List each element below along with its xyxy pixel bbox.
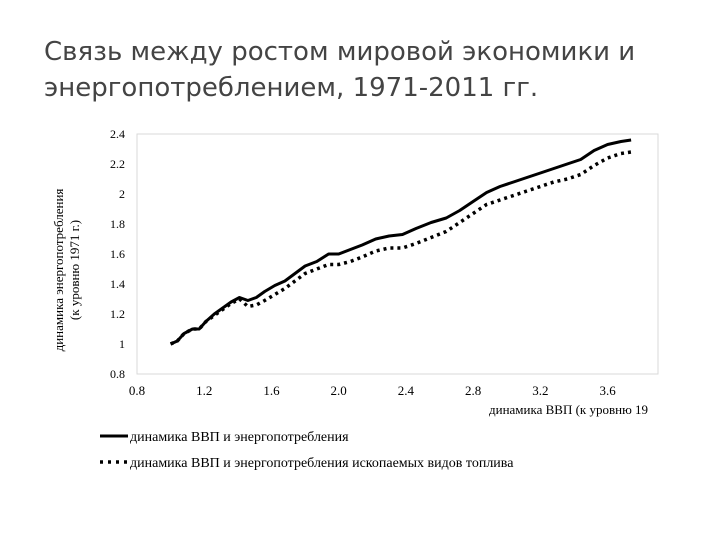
slide-title: Связь между ростом мировой экономики и э…	[44, 34, 684, 106]
y-tick-label: 1.6	[110, 247, 125, 261]
title-line-2: энергопотреблением, 1971-2011 гг.	[44, 73, 539, 103]
x-tick-label: 2.8	[465, 383, 481, 398]
y-tick-label: 0.8	[110, 367, 125, 381]
y-tick-label: 1.8	[110, 217, 125, 231]
y-axis-label-line-2: (к уровню 1971 г.)	[67, 220, 82, 320]
x-tick-label: 2.4	[398, 383, 415, 398]
plot-area-frame	[136, 133, 659, 375]
x-tick-label: 3.6	[599, 383, 616, 398]
series-lines	[169, 138, 632, 346]
series-line-2	[169, 150, 632, 346]
x-tick-label: 3.2	[532, 383, 548, 398]
y-axis-label-line-1: динамика энергопотребления	[51, 189, 66, 352]
series-line-1	[169, 138, 632, 346]
y-tick-label: 2.2	[110, 157, 125, 171]
y-tick-label: 2	[119, 187, 125, 201]
y-tick-label: 1.4	[110, 277, 125, 291]
x-tick-label: 2.0	[331, 383, 347, 398]
x-tick-label: 0.8	[129, 383, 145, 398]
legend: динамика ВВП и энергопотребления динамик…	[100, 430, 514, 471]
y-axis-ticks: 0.8 1 1.2 1.4 1.6 1.8 2 2.2 2.4	[110, 127, 125, 381]
x-axis-label: динамика ВВП (к уровню 19	[489, 402, 648, 417]
legend-label-solid: динамика ВВП и энергопотребления	[130, 430, 349, 445]
y-tick-label: 2.4	[110, 127, 125, 141]
x-axis-ticks: 0.8 1.2 1.6 2.0 2.4 2.8 3.2 3.6	[129, 383, 616, 398]
y-tick-label: 1	[119, 337, 125, 351]
legend-label-dotted: динамика ВВП и энергопотребления ископае…	[130, 456, 514, 471]
title-line-1: Связь между ростом мировой экономики и	[44, 37, 636, 67]
y-tick-label: 1.2	[110, 307, 125, 321]
x-tick-label: 1.2	[196, 383, 212, 398]
x-tick-label: 1.6	[263, 383, 280, 398]
